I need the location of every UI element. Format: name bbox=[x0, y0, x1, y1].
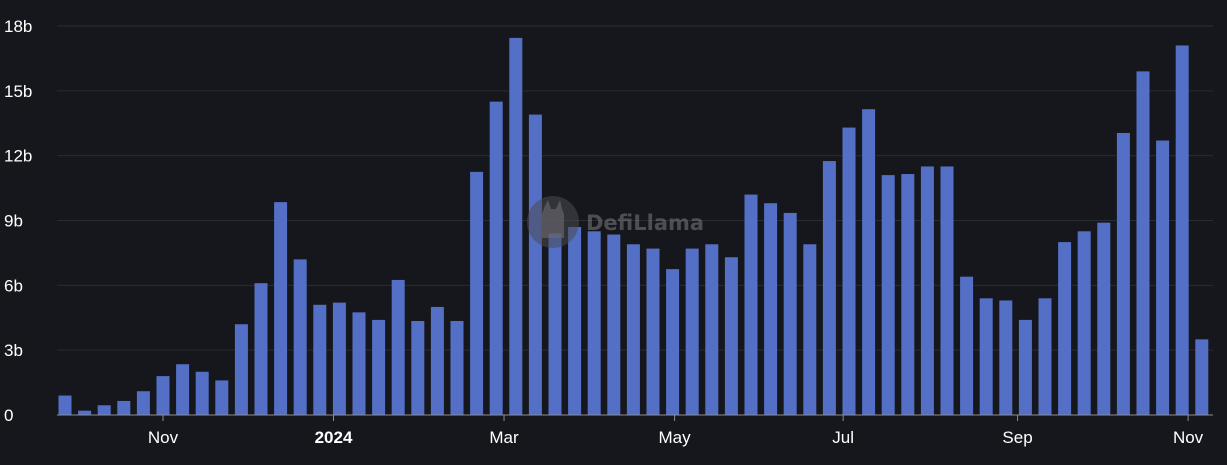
bar[interactable] bbox=[333, 303, 346, 415]
bar[interactable] bbox=[568, 227, 581, 415]
bar[interactable] bbox=[1117, 133, 1130, 415]
bar[interactable] bbox=[1176, 45, 1189, 415]
y-tick-label: 0 bbox=[4, 406, 13, 425]
bar[interactable] bbox=[215, 380, 228, 415]
bar[interactable] bbox=[255, 283, 268, 415]
y-tick-label: 6b bbox=[4, 276, 23, 295]
bar[interactable] bbox=[509, 38, 522, 415]
bar[interactable] bbox=[470, 172, 483, 415]
bar[interactable] bbox=[588, 231, 601, 415]
bar[interactable] bbox=[1039, 298, 1052, 415]
bar[interactable] bbox=[960, 277, 973, 415]
bar[interactable] bbox=[941, 166, 954, 415]
bar[interactable] bbox=[353, 312, 366, 415]
bar[interactable] bbox=[78, 411, 91, 415]
bar[interactable] bbox=[274, 202, 287, 415]
bar[interactable] bbox=[823, 161, 836, 415]
y-axis-labels: 0 3b 6b 9b 12b 15b 18b bbox=[4, 17, 32, 425]
bar[interactable] bbox=[431, 307, 444, 415]
bar[interactable] bbox=[1019, 320, 1032, 415]
y-tick-label: 3b bbox=[4, 341, 23, 360]
bar[interactable] bbox=[490, 102, 503, 415]
bar[interactable] bbox=[745, 195, 758, 415]
bar[interactable] bbox=[1058, 242, 1071, 415]
bar[interactable] bbox=[451, 321, 464, 415]
bar[interactable] bbox=[901, 174, 914, 415]
bar[interactable] bbox=[235, 324, 248, 415]
bar[interactable] bbox=[196, 372, 209, 415]
bar[interactable] bbox=[313, 305, 326, 415]
bar[interactable] bbox=[157, 376, 170, 415]
x-axis-labels: Nov 2024 Mar May Jul Sep Nov bbox=[148, 428, 1204, 447]
x-tick-label: May bbox=[658, 428, 691, 447]
x-tick-label: Sep bbox=[1002, 428, 1032, 447]
bar[interactable] bbox=[803, 244, 816, 415]
bar[interactable] bbox=[862, 109, 875, 415]
x-tick-label: Jul bbox=[832, 428, 854, 447]
bar[interactable] bbox=[549, 233, 562, 415]
y-tick-label: 9b bbox=[4, 212, 23, 231]
bar[interactable] bbox=[98, 405, 111, 415]
bar[interactable] bbox=[294, 259, 307, 415]
x-tick-label: Mar bbox=[489, 428, 519, 447]
bar[interactable] bbox=[784, 213, 797, 415]
bar[interactable] bbox=[529, 115, 542, 415]
bar[interactable] bbox=[1137, 71, 1150, 415]
x-tick-label: 2024 bbox=[315, 428, 353, 447]
bar[interactable] bbox=[921, 166, 934, 415]
y-tick-label: 12b bbox=[4, 147, 32, 166]
bar[interactable] bbox=[117, 401, 130, 415]
bar[interactable] bbox=[372, 320, 385, 415]
bar[interactable] bbox=[1156, 141, 1169, 415]
bar[interactable] bbox=[725, 257, 738, 415]
bar[interactable] bbox=[59, 396, 72, 415]
bar[interactable] bbox=[882, 175, 895, 415]
bar[interactable] bbox=[764, 203, 777, 415]
bar[interactable] bbox=[686, 249, 699, 415]
bar[interactable] bbox=[843, 128, 856, 415]
bar[interactable] bbox=[999, 300, 1012, 415]
bar[interactable] bbox=[627, 244, 640, 415]
llama-icon bbox=[527, 196, 579, 248]
y-tick-label: 18b bbox=[4, 17, 32, 36]
bar[interactable] bbox=[411, 321, 424, 415]
bar[interactable] bbox=[607, 235, 620, 415]
bar[interactable] bbox=[666, 269, 679, 415]
bar[interactable] bbox=[176, 364, 189, 415]
bar[interactable] bbox=[705, 244, 718, 415]
x-axis bbox=[57, 415, 1213, 421]
bar[interactable] bbox=[1078, 231, 1091, 415]
bar[interactable] bbox=[137, 391, 150, 415]
watermark-text: DefiLlama bbox=[586, 211, 704, 235]
bar[interactable] bbox=[980, 298, 993, 415]
x-tick-label: Nov bbox=[148, 428, 179, 447]
y-tick-label: 15b bbox=[4, 82, 32, 101]
bar[interactable] bbox=[1097, 223, 1110, 415]
x-tick-label: Nov bbox=[1173, 428, 1204, 447]
bar[interactable] bbox=[392, 280, 405, 415]
bar[interactable] bbox=[1195, 339, 1208, 415]
bar[interactable] bbox=[647, 249, 660, 415]
